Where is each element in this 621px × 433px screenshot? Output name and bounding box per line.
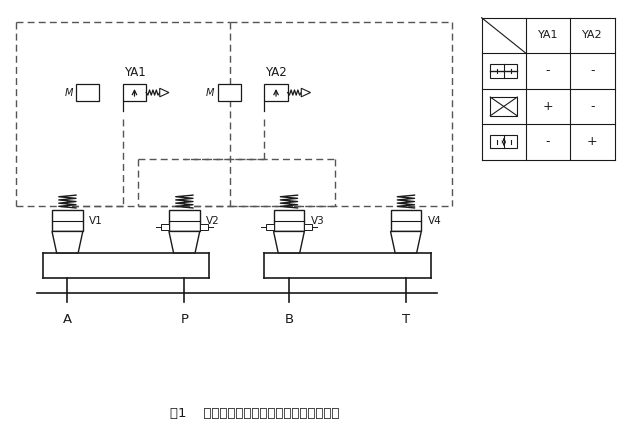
Text: T: T <box>402 313 410 326</box>
Bar <box>304 224 312 230</box>
Bar <box>217 84 241 100</box>
Text: YA2: YA2 <box>265 66 287 79</box>
Text: V2: V2 <box>206 216 220 226</box>
Text: -: - <box>590 100 595 113</box>
Bar <box>265 84 288 100</box>
Text: M: M <box>65 87 73 97</box>
Text: -: - <box>590 65 595 78</box>
Text: P: P <box>180 313 188 326</box>
Text: A: A <box>63 313 72 326</box>
Bar <box>266 224 274 230</box>
Text: YA2: YA2 <box>582 30 603 40</box>
Bar <box>123 84 146 100</box>
Text: V1: V1 <box>89 216 102 226</box>
Text: YA1: YA1 <box>538 30 558 40</box>
Polygon shape <box>274 232 304 253</box>
Polygon shape <box>169 232 200 253</box>
Text: YA1: YA1 <box>124 66 145 79</box>
Bar <box>391 210 421 232</box>
Polygon shape <box>52 232 83 253</box>
Bar <box>76 84 99 100</box>
Polygon shape <box>301 88 310 97</box>
Text: +: + <box>543 100 553 113</box>
Polygon shape <box>160 88 169 97</box>
Bar <box>52 210 83 232</box>
Bar <box>490 65 517 78</box>
Text: B: B <box>284 313 294 326</box>
Text: -: - <box>546 65 550 78</box>
Bar <box>161 224 169 230</box>
Text: 图1    插装式三位四通电磁换向阀工作原理图: 图1 插装式三位四通电磁换向阀工作原理图 <box>170 407 340 420</box>
Text: V4: V4 <box>427 216 441 226</box>
Polygon shape <box>391 232 421 253</box>
Text: M: M <box>206 87 214 97</box>
Bar <box>274 210 304 232</box>
Bar <box>490 97 517 116</box>
Text: -: - <box>546 136 550 149</box>
Text: +: + <box>587 136 597 149</box>
Text: V3: V3 <box>310 216 324 226</box>
Bar <box>169 210 200 232</box>
Bar <box>490 136 517 149</box>
Bar <box>200 224 207 230</box>
